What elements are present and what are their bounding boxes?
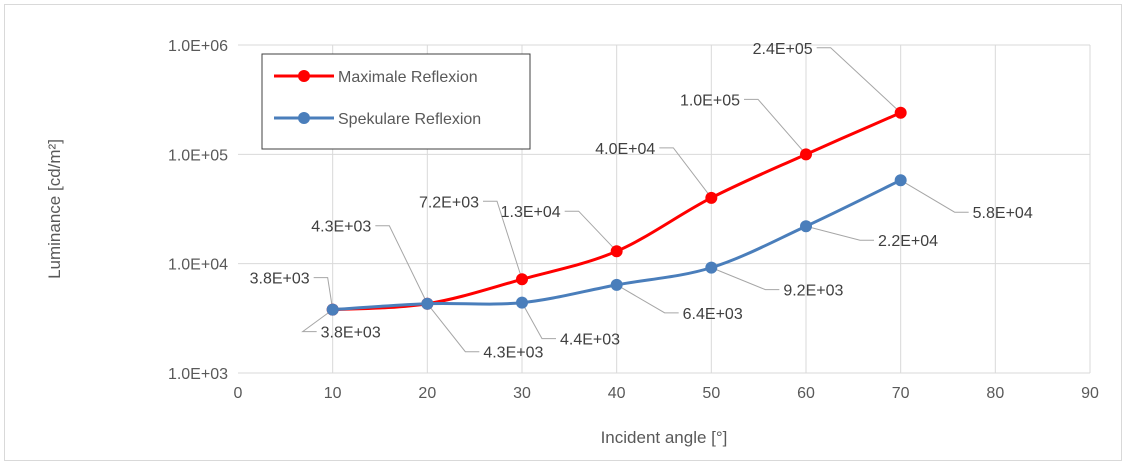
leader-line [711,267,780,291]
data-label: 4.3E+03 [311,219,371,236]
leader-line [659,147,712,199]
data-label-leaders [301,47,969,353]
data-point [800,148,812,161]
leader-line [483,200,523,280]
data-labels: 3.8E+03 4.3E+03 7.2E+03 1.3E+04 4.0E+04 1.0E+… [250,41,1033,362]
leader-line [900,179,969,213]
data-point [894,106,907,119]
x-tick-label: 80 [986,385,1004,402]
y-tick-label: 1.0E+05 [168,147,228,164]
data-label: 3.8E+03 [250,271,310,288]
data-label: 7.2E+03 [419,194,479,211]
y-tick-label: 1.0E+03 [168,366,228,383]
data-label: 4.3E+03 [483,345,543,362]
data-point [610,245,623,258]
data-label: 2.4E+05 [753,41,813,58]
data-label: 4.4E+03 [560,332,620,349]
y-tick-label: 1.0E+04 [168,257,228,274]
tick-labels: 0 10 20 30 40 50 60 70 80 90 1.0E+03 1.0E+04 1.0E+05… [168,38,1099,402]
legend-label-maximale: Maximale Reflexion [338,69,478,86]
data-point [800,220,812,233]
legend-label-spekulare: Spekulare Reflexion [338,111,481,128]
leader-line [301,309,333,333]
data-point [516,296,528,309]
x-tick-label: 0 [234,385,243,402]
data-label: 6.4E+03 [683,306,743,323]
legend-box [261,53,531,150]
data-label: 2.2E+04 [878,233,938,250]
gridlines [238,44,1091,374]
legend-marker-spekulare [298,112,310,124]
chart-frame [4,4,1122,461]
data-label: 5.8E+04 [973,205,1033,222]
x-tick-label: 30 [513,385,531,402]
leader-line [616,284,679,314]
x-tick-label: 40 [608,385,626,402]
x-tick-label: 50 [702,385,720,402]
data-point [326,303,339,316]
legend-marker-maximale [298,70,310,82]
data-label: 9.2E+03 [783,283,843,300]
leader-line [426,303,480,353]
leader-line [805,225,874,241]
x-tick-label: 70 [892,385,910,402]
data-label: 4.0E+04 [595,141,655,158]
data-point [705,261,718,274]
x-axis-title: Incident angle [°] [601,428,728,447]
data-point [894,174,907,187]
x-tick-label: 90 [1081,385,1099,402]
data-label: 3.8E+03 [321,325,381,342]
x-tick-label: 60 [797,385,815,402]
leader-line [313,277,334,310]
data-label: 1.0E+05 [680,92,740,109]
x-tick-label: 10 [324,385,342,402]
leader-line [816,47,902,114]
x-tick-label: 20 [418,385,436,402]
data-point [610,278,623,291]
leader-line [375,225,428,304]
series-lines [326,106,907,316]
y-tick-label: 1.0E+06 [168,38,228,55]
leader-line [521,302,556,340]
leader-line [744,98,807,155]
data-label: 1.3E+04 [501,204,561,221]
data-point [516,273,528,286]
legend: Maximale Reflexion Spekulare Reflexion [261,53,531,150]
y-axis-title: Luminance [cd/m²] [45,139,64,279]
leader-line [564,210,618,252]
data-point [421,297,434,310]
data-point [705,191,718,204]
